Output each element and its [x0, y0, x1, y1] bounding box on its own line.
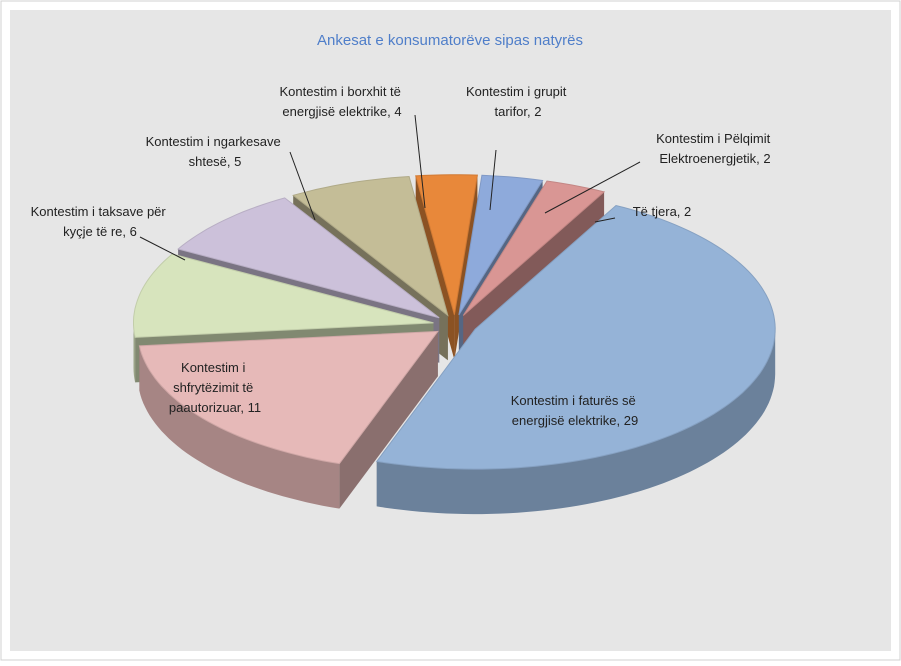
data-label: Kontestim i grupit tarifor, 2 — [466, 84, 570, 119]
data-label: Kontestim i taksave për kyçje të re, 6 — [31, 204, 170, 239]
slice — [133, 253, 434, 338]
slice — [292, 175, 449, 317]
data-label: Kontestim i borxhit të energjisë elektri… — [280, 84, 405, 119]
leader-line — [594, 217, 616, 223]
slice-wall — [376, 329, 776, 515]
slice — [177, 197, 440, 319]
leader-line — [414, 114, 426, 209]
slice — [138, 330, 439, 465]
data-label: Të tjera, 2 — [633, 204, 692, 219]
data-label: Kontestim i Pëlqimit Elektroenergjetik, … — [656, 131, 774, 166]
slice-wall — [139, 345, 340, 509]
slice — [462, 180, 606, 316]
leader-line — [489, 149, 497, 211]
slice — [458, 174, 544, 316]
slice — [375, 204, 776, 470]
data-label: Kontestim i ngarkesave shtesë, 5 — [146, 134, 285, 169]
data-label: Kontestim i shfrytëzimit të paautorizuar… — [169, 360, 261, 415]
leader-line — [544, 161, 641, 214]
chart-title: Ankesat e konsumatorëve sipas natyrës — [317, 32, 583, 49]
leader-line — [289, 151, 316, 221]
data-label: Kontestim i faturës së energjisë elektri… — [511, 393, 640, 428]
leader-line — [139, 236, 186, 261]
slice — [415, 174, 478, 315]
